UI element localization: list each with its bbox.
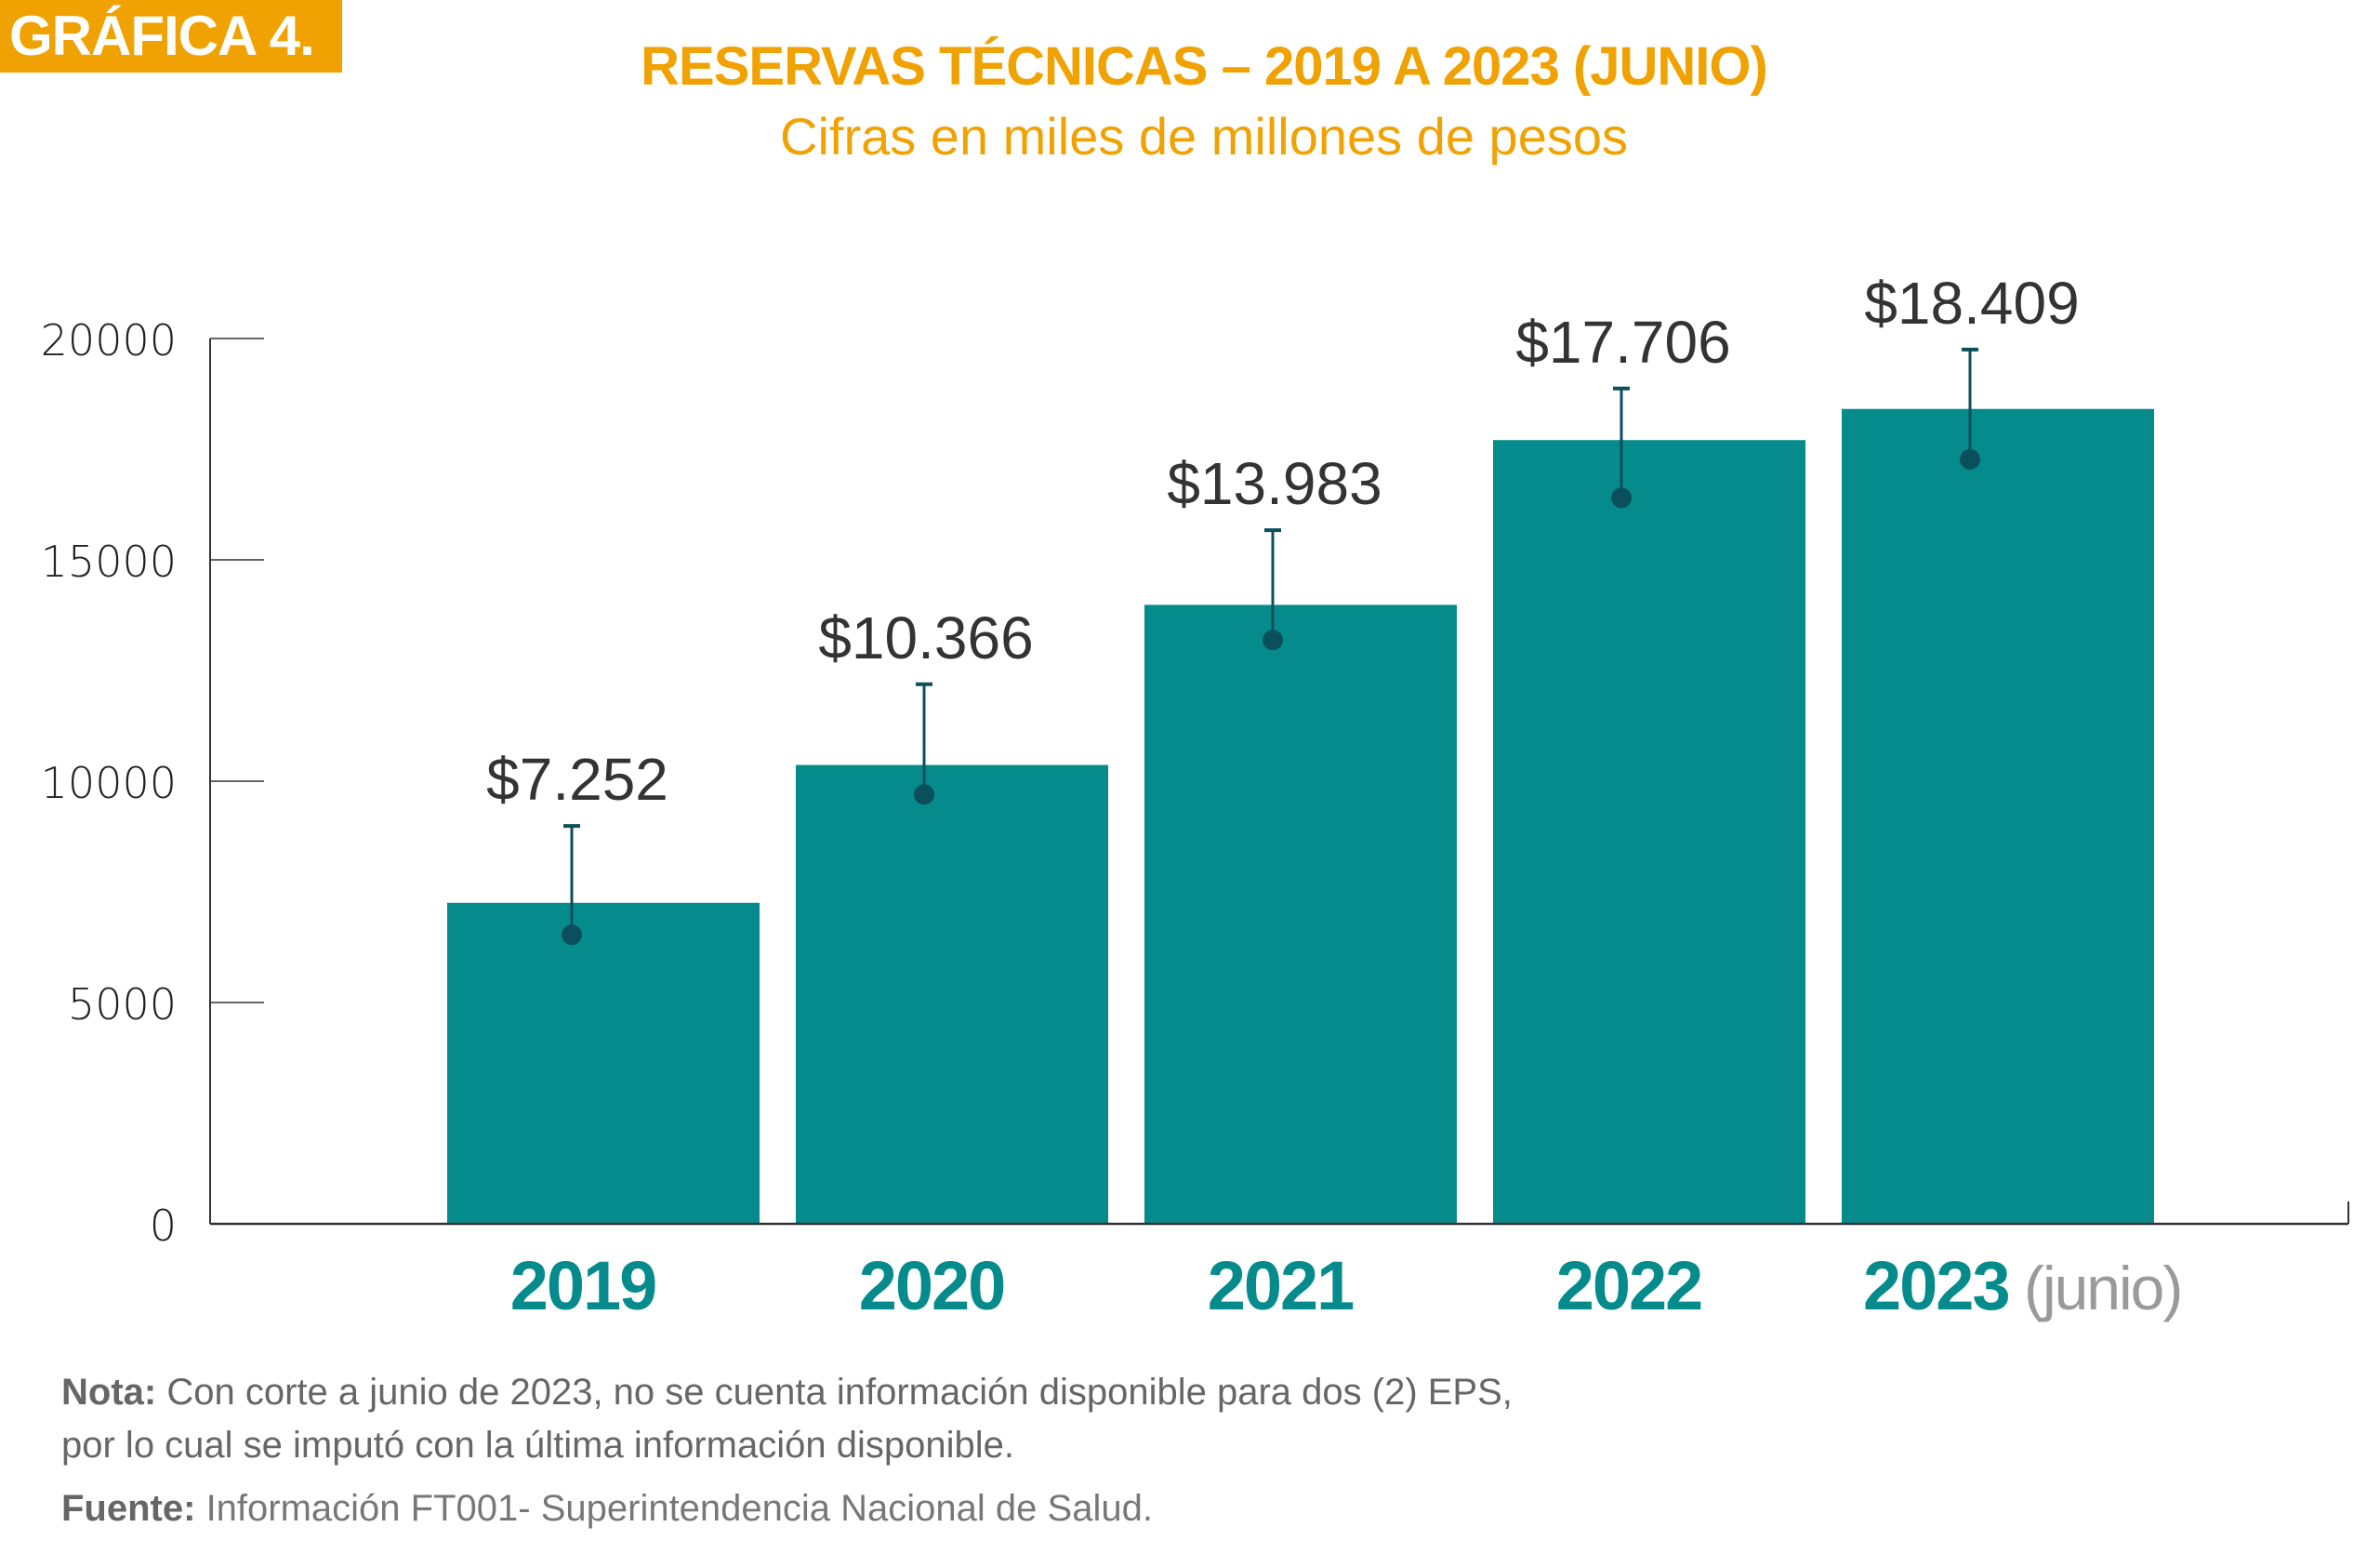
- chart-title: RESERVAS TÉCNICAS – 2019 A 2023 (JUNIO): [641, 36, 1768, 97]
- error-bar-point: [1263, 630, 1283, 651]
- bars: [447, 408, 2154, 1225]
- chart-subtitle: Cifras en miles de millones de pesos: [780, 107, 1628, 166]
- note-text-1: Con corte a junio de 2023, no se cuenta …: [166, 1372, 1513, 1413]
- error-bar-point: [1611, 487, 1632, 509]
- note-text-2: por lo cual se imputó con la última info…: [61, 1425, 1014, 1466]
- y-tick-label: 15000: [41, 537, 177, 587]
- source-label: Fuente:: [61, 1488, 196, 1529]
- data-label: $17.706: [1515, 309, 1730, 376]
- note-line-2: por lo cual se imputó con la última info…: [61, 1425, 1014, 1467]
- bar-2021: [1144, 604, 1457, 1224]
- x-tick-label-2021: 2021: [1208, 1247, 1354, 1324]
- y-tick-label: 10000: [41, 758, 177, 808]
- error-bars: [562, 347, 1980, 946]
- y-tick-label: 5000: [68, 979, 177, 1029]
- data-label: $10.366: [818, 604, 1033, 671]
- x-tick-suffix: (junio): [2009, 1254, 2182, 1322]
- x-tick-label-2019: 2019: [510, 1247, 656, 1324]
- note-line-1: Nota: Con corte a junio de 2023, no se c…: [61, 1372, 1513, 1414]
- chart-number-badge: GRÁFICA 4.: [0, 0, 342, 73]
- y-tick-label: 20000: [41, 315, 177, 365]
- error-bar-point: [562, 924, 582, 946]
- source-line: Fuente: Información FT001- Superintenden…: [61, 1488, 1153, 1530]
- error-bar-point: [1960, 448, 1980, 470]
- note-label: Nota:: [61, 1372, 157, 1413]
- bar-2020: [796, 764, 1108, 1224]
- y-tick-label: 0: [150, 1201, 177, 1251]
- y-axis: 0 5000 10000 15000 20000: [41, 315, 264, 1251]
- x-axis: 2019 2020 2021 2022 2023 (junio): [210, 1202, 2349, 1324]
- error-bar-point: [914, 784, 934, 805]
- bar-2022: [1493, 440, 1805, 1224]
- data-labels: $7.252 $10.366 $13.983 $17.706 $18.409: [486, 270, 2080, 813]
- x-tick-year: 2023: [1863, 1247, 2009, 1324]
- data-label: $7.252: [486, 746, 668, 813]
- bar-2023: [1842, 408, 2154, 1225]
- x-tick-label-2023: 2023 (junio): [1863, 1247, 2181, 1324]
- data-label: $18.409: [1864, 270, 2079, 337]
- data-label: $13.983: [1167, 450, 1382, 517]
- bar-2019: [447, 902, 760, 1224]
- source-text: Información FT001- Superintendencia Naci…: [205, 1488, 1153, 1529]
- x-tick-label-2022: 2022: [1556, 1247, 1702, 1324]
- x-tick-label-2020: 2020: [859, 1247, 1005, 1324]
